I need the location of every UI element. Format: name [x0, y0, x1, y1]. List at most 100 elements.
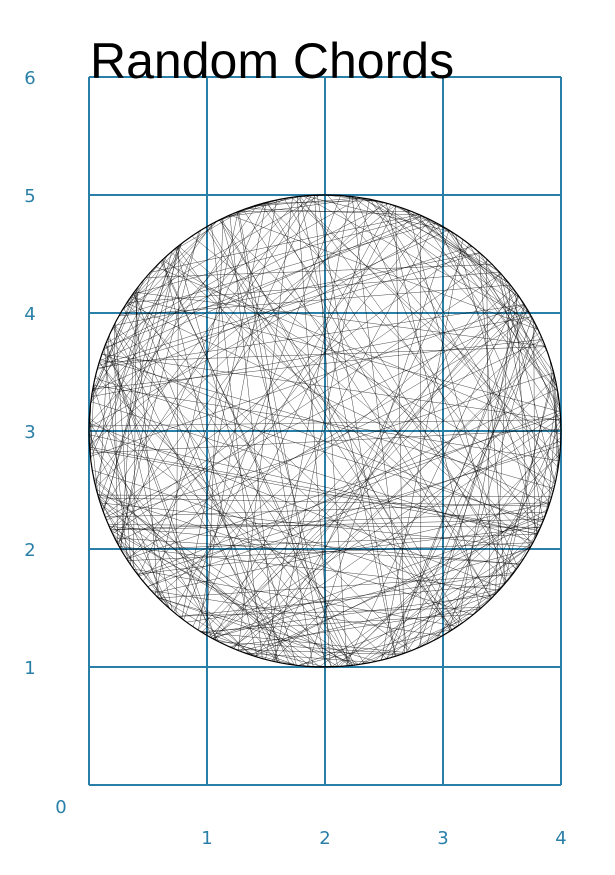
chord-194 — [101, 353, 542, 526]
chord-199 — [250, 518, 545, 656]
chord-117 — [229, 214, 539, 330]
chord-5 — [241, 651, 298, 666]
chord-142 — [547, 393, 559, 509]
chord-27 — [95, 202, 384, 488]
chord-221 — [388, 203, 449, 230]
chord-284 — [147, 440, 561, 587]
chord-101 — [210, 412, 561, 638]
chord-71 — [181, 202, 267, 619]
y-tick-label-6: 6 — [24, 68, 35, 89]
chord-195 — [198, 629, 297, 666]
chord-329 — [104, 347, 128, 561]
chord-220 — [221, 218, 339, 667]
chord-213 — [132, 215, 423, 295]
tick-labels: 1 2 3 4 1 2 3 4 5 6 0 — [24, 68, 566, 849]
chord-214 — [126, 315, 532, 559]
chord-72 — [352, 196, 539, 330]
chord-34 — [213, 222, 436, 639]
chord-106 — [339, 437, 562, 667]
chord-235 — [163, 258, 517, 570]
chord-289 — [113, 324, 456, 629]
chord-97 — [97, 252, 481, 370]
chord-206 — [418, 317, 533, 648]
chord-70 — [119, 546, 500, 591]
chord-45 — [503, 370, 554, 585]
chord-201 — [395, 205, 405, 654]
chord-292 — [89, 204, 258, 451]
chord-250 — [426, 217, 558, 393]
chord-242 — [112, 326, 279, 663]
chord-219 — [119, 246, 179, 549]
chord-185 — [385, 203, 481, 610]
chord-125 — [183, 195, 341, 621]
chord-301 — [433, 522, 543, 641]
chord-280 — [457, 294, 518, 626]
chord-300 — [119, 284, 511, 317]
chord-315 — [123, 307, 291, 665]
chord-226 — [205, 227, 451, 632]
chord-172 — [133, 292, 280, 663]
chord-14 — [360, 197, 498, 271]
chord-173 — [101, 353, 561, 421]
chord-294 — [145, 264, 493, 278]
chord-282 — [479, 252, 558, 387]
chord-141 — [291, 197, 561, 444]
chord-279 — [370, 199, 550, 505]
chord-130 — [307, 230, 450, 667]
chord-31 — [419, 214, 521, 299]
y-tick-label-2: 2 — [24, 540, 35, 561]
chord-39 — [543, 458, 560, 520]
chord-319 — [114, 537, 520, 565]
chord-156 — [100, 504, 321, 668]
chord-139 — [203, 594, 496, 634]
chord-155 — [474, 423, 562, 614]
chord-321 — [197, 292, 517, 630]
chord-205 — [113, 252, 480, 326]
chord-145 — [156, 288, 514, 597]
chord-8 — [110, 511, 547, 530]
chord-136 — [254, 509, 548, 657]
chord-327 — [438, 223, 503, 276]
chord-79 — [153, 502, 550, 594]
chord-239 — [157, 597, 359, 665]
chord-75 — [119, 222, 437, 316]
circle-outline — [88, 194, 562, 668]
chord-275 — [363, 197, 530, 314]
chord-306 — [503, 276, 562, 427]
chord-312 — [154, 211, 239, 595]
chord-249 — [100, 358, 554, 489]
chord-283 — [253, 197, 362, 207]
chord-24 — [554, 375, 559, 465]
chord-11 — [138, 445, 561, 577]
chord-167 — [150, 214, 420, 273]
y-tick-label-5: 5 — [24, 186, 35, 207]
chord-119 — [90, 304, 525, 457]
chord-232 — [114, 324, 118, 544]
chord-202 — [246, 208, 421, 216]
chord-104 — [91, 316, 532, 397]
chord-100 — [407, 210, 505, 585]
chord-257 — [118, 544, 185, 621]
chord-236 — [198, 199, 277, 631]
chord-98 — [105, 197, 361, 344]
chord-66 — [413, 587, 503, 650]
x-tick-label-3: 3 — [437, 828, 448, 849]
chord-255 — [155, 266, 562, 435]
chord-302 — [229, 215, 278, 663]
chord-244 — [245, 195, 303, 210]
chord-77 — [175, 245, 180, 615]
chord-286 — [142, 219, 431, 582]
chord-240 — [97, 493, 474, 615]
chord-209 — [99, 346, 546, 363]
chord-229 — [372, 199, 509, 284]
chord-132 — [93, 385, 560, 462]
chord-68 — [90, 198, 283, 403]
chord-154 — [296, 196, 560, 459]
chord-115 — [186, 572, 514, 623]
chord-103 — [176, 247, 453, 630]
chord-118 — [124, 260, 163, 307]
chord-243 — [535, 391, 558, 538]
chord-1 — [243, 209, 492, 599]
chord-248 — [110, 220, 218, 332]
chord-152 — [316, 195, 396, 657]
